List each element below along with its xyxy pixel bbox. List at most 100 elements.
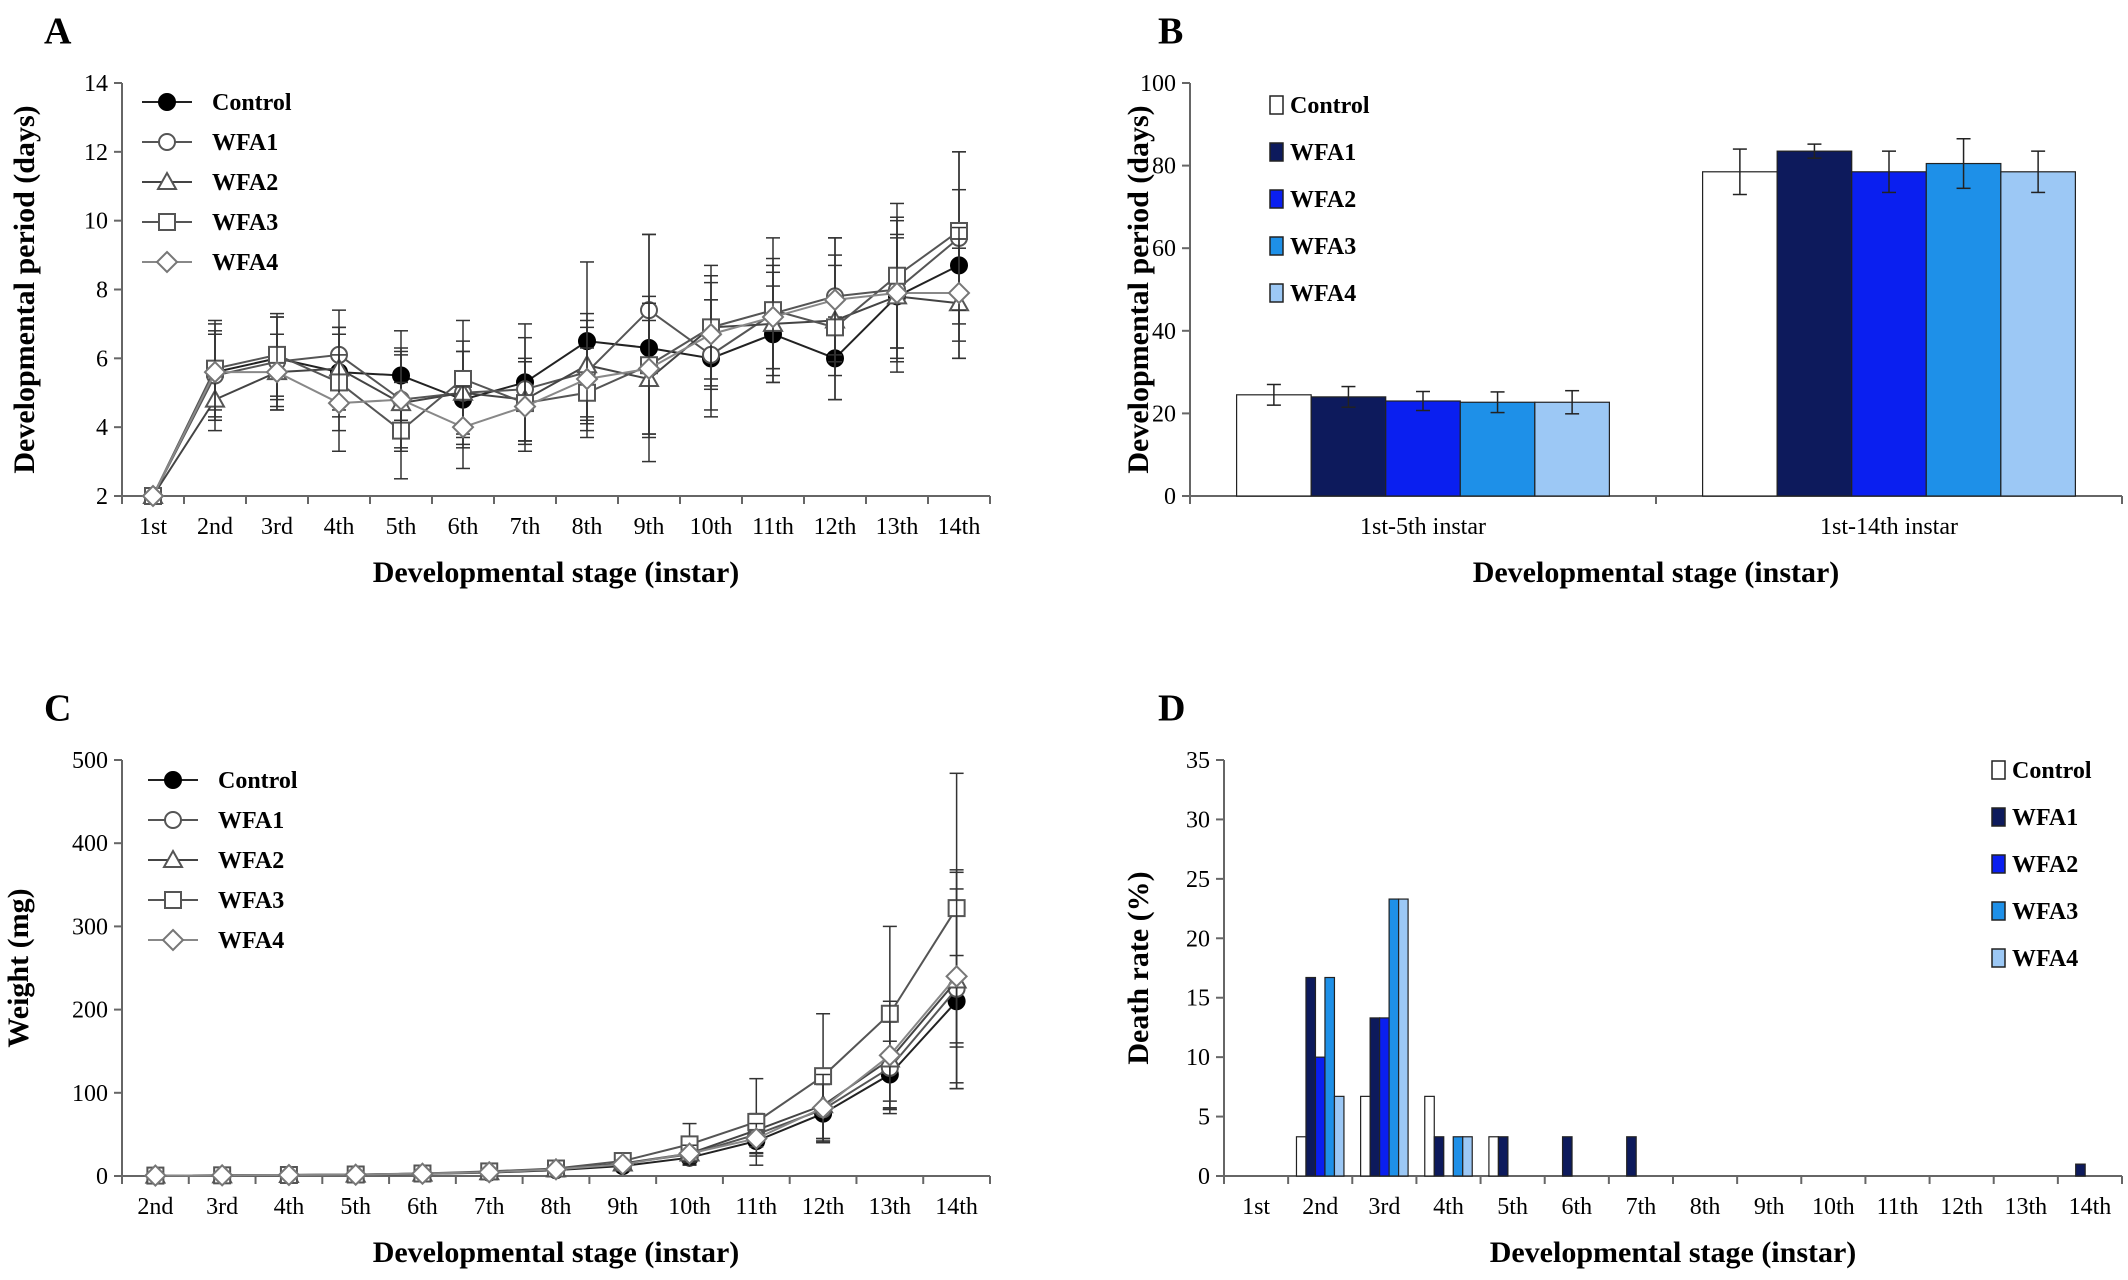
legend-label: WFA1 (1290, 140, 1356, 166)
data-point (744, 1127, 768, 1150)
data-point (678, 1142, 701, 1165)
legend-marker (164, 811, 182, 829)
x-axis-title: Developmental stage (instar) (1490, 1236, 1857, 1269)
legend-label: WFA2 (2012, 852, 2078, 878)
bar (1314, 1056, 1326, 1177)
x-axis-title: Developmental stage (instar) (373, 1236, 740, 1269)
series-wfa2 (1385, 150, 1927, 497)
legend-swatch (1991, 807, 2006, 827)
x-tick-label: 1st-14th instar (1820, 514, 1958, 540)
bar (1295, 1136, 1307, 1177)
panel-b: 0 20 40 60 80 100 Developmental stage (instar)… (1122, 11, 2123, 589)
x-axis-title: Developmental stage (instar) (1473, 556, 1840, 589)
x-axis-title: Developmental stage (instar) (373, 556, 740, 589)
series-wfa3 (1459, 138, 2002, 497)
y-tick-label: 15 (1186, 986, 1210, 1012)
legend-label: Control (218, 768, 298, 794)
x-tick-label: 12th (802, 1194, 845, 1220)
y-tick-label: 30 (1186, 807, 1210, 833)
legend-swatch (1269, 95, 1284, 115)
x-tick-label: 6th (407, 1194, 438, 1220)
data-point (477, 1160, 501, 1184)
data-point (637, 357, 661, 381)
bar (1235, 394, 1312, 497)
y-tick-label: 20 (1152, 401, 1176, 427)
legend: Control WFA1 WFA2 WFA3 WFA4 (1269, 93, 1370, 307)
data-point (885, 281, 909, 305)
x-tick-label: 11th (752, 514, 794, 540)
y-tick-label: 0 (96, 1164, 108, 1190)
panel-letter: A (44, 11, 72, 53)
x-tick-label: 1st-5th instar (1360, 514, 1486, 540)
legend-swatch (1991, 901, 2006, 921)
x-tick-label: 3rd (206, 1194, 238, 1220)
bar (1333, 1095, 1345, 1177)
data-point (544, 1157, 568, 1181)
data-point (575, 367, 599, 391)
x-tick-label: 5th (1497, 1194, 1528, 1220)
data-point (277, 1163, 301, 1187)
data-point (143, 1164, 167, 1187)
data-point (823, 288, 847, 312)
data-point (203, 360, 227, 384)
legend-label: WFA4 (218, 928, 284, 954)
series-line (152, 230, 960, 497)
data-point (454, 369, 472, 388)
y-tick-label: 0 (1198, 1164, 1210, 1190)
legend-label: WFA2 (218, 848, 284, 874)
legend-label: WFA3 (1290, 234, 1356, 260)
bar (1310, 396, 1387, 497)
legend-swatch (1269, 236, 1284, 256)
y-axis-title: Death rate (%) (1122, 871, 1155, 1064)
legend-label: WFA3 (218, 888, 284, 914)
x-tick-label: 13th (2004, 1194, 2047, 1220)
y-axis-title: Weight (mg) (2, 888, 35, 1047)
y-axis-title: Developmental period (days) (8, 105, 41, 473)
x-tick-label: 12th (1940, 1194, 1983, 1220)
bar (1497, 1136, 1509, 1177)
series-wfa4 (143, 869, 969, 1187)
x-tick-label: 4th (1433, 1194, 1464, 1220)
legend-swatch (1991, 760, 2006, 780)
series-line (152, 291, 959, 497)
y-tick-label: 40 (1152, 319, 1176, 345)
x-tick-label: 11th (1877, 1194, 1919, 1220)
legend-label: WFA3 (2012, 899, 2078, 925)
data-point (811, 1096, 835, 1120)
data-point (451, 415, 475, 439)
bar (1388, 898, 1400, 1177)
y-tick-label: 20 (1186, 926, 1210, 952)
x-tick-label: 2nd (1302, 1194, 1338, 1220)
data-point (411, 1162, 434, 1186)
bar (1488, 1136, 1500, 1177)
bar (1701, 171, 1778, 497)
bar (1534, 401, 1610, 497)
legend-label: WFA1 (212, 130, 278, 156)
data-point (265, 360, 289, 384)
legend-marker (162, 848, 184, 868)
bar (1452, 1136, 1464, 1177)
y-tick-label: 5 (1198, 1105, 1210, 1131)
data-point (141, 484, 165, 508)
y-tick-label: 200 (72, 998, 108, 1024)
x-tick-label: 10th (668, 1194, 711, 1220)
series-line (155, 979, 958, 1177)
bar (1369, 1017, 1381, 1177)
series-control (146, 954, 966, 1185)
legend-marker (164, 891, 182, 909)
y-tick-label: 8 (96, 278, 108, 304)
data-point (947, 281, 971, 305)
y-tick-label: 35 (1186, 748, 1210, 774)
x-tick-label: 8th (1690, 1194, 1721, 1220)
y-tick-label: 4 (96, 415, 108, 441)
bar (1851, 171, 1927, 497)
bar (1379, 1017, 1390, 1177)
data-point (327, 391, 351, 415)
legend-swatch (1991, 948, 2006, 968)
x-tick-label: 10th (690, 514, 733, 540)
x-tick-label: 8th (572, 514, 603, 540)
panel-letter: C (44, 688, 71, 730)
legend-label: Control (2012, 758, 2092, 784)
legend-marker (158, 93, 176, 111)
data-point (878, 1043, 902, 1067)
